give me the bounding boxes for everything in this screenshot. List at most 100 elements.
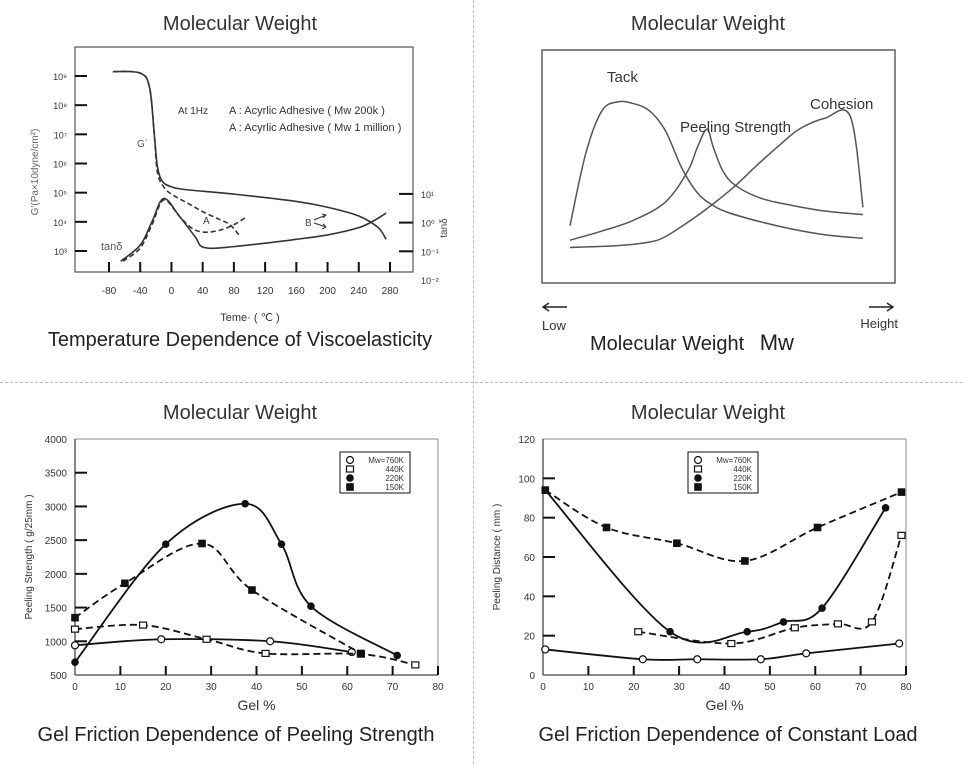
- chart3-x-tick-label: 20: [160, 682, 172, 693]
- chart4-legend-label: 220K: [733, 474, 752, 483]
- chart4-data-point: [756, 655, 765, 664]
- chart3-series-line: [74, 502, 398, 663]
- chart3-data-point: [248, 586, 256, 594]
- chart3-y-tick-label: 1000: [45, 637, 68, 648]
- chart3-y-tick-label: 3000: [45, 502, 68, 513]
- chart4-x-tick-label: 40: [719, 682, 731, 693]
- chart4-x-tick-label: 20: [628, 682, 640, 693]
- chart2-series-cohesion: [569, 109, 864, 249]
- chart4-data-point: [897, 488, 906, 496]
- left-arrow-icon: [541, 302, 567, 312]
- chart1-x-tick-label: 240: [350, 286, 367, 297]
- chart3-legend-marker: [346, 474, 354, 482]
- chart3-data-point: [241, 499, 249, 508]
- chart3-y-tick-label: 1500: [45, 604, 68, 615]
- chart4-y-tick-label: 100: [518, 474, 535, 485]
- chart4-data-point: [602, 523, 611, 532]
- chart1-b-arrows: [313, 213, 327, 230]
- chart3-legend-label: 150K: [385, 483, 404, 492]
- panel-2-caption-text: Molecular Weight: [590, 333, 745, 355]
- chart1-y2-tick-label: 10⁻²: [421, 276, 439, 286]
- chart2-label-tack: Tack: [607, 69, 638, 86]
- panel-4-caption: Gel Friction Dependence of Constant Load: [538, 724, 918, 746]
- chart3-data-point: [121, 579, 129, 588]
- chart4-series-line: [544, 489, 887, 644]
- panel-3-caption: Gel Friction Dependence of Peeling Stren…: [37, 724, 435, 746]
- horizontal-divider: [0, 382, 963, 383]
- chart1-x-tick-label: 160: [288, 286, 305, 297]
- chart1-x-tick-label: 0: [169, 286, 175, 297]
- chart4-data-point: [867, 618, 877, 626]
- chart1-x-label: Teme· ( ℃ ): [220, 312, 279, 324]
- chart3-legend-label: 440K: [385, 465, 404, 474]
- chart4-x-tick-label: 10: [583, 682, 595, 693]
- chart3-x-tick-label: 10: [115, 682, 127, 693]
- chart1-x-tick-label: -80: [102, 286, 117, 297]
- chart1-legend-a: A : Acyrlic Adhesive ( Mw 200k ): [229, 105, 385, 117]
- chart1-y2-tick-label: 10¹: [421, 190, 434, 200]
- chart1-x-tick-label: 40: [197, 286, 209, 297]
- panel-4-title: Molecular Weight: [630, 402, 786, 424]
- chart1-a-label: A: [203, 216, 210, 227]
- chart3-data-point: [202, 635, 211, 643]
- chart3-data-point: [261, 649, 270, 658]
- chart4-series-line: [544, 489, 902, 563]
- chart3-series-line: [74, 623, 416, 666]
- right-arrow-icon: [869, 302, 895, 312]
- chart4-x-tick-label: 60: [810, 682, 822, 693]
- chart1-legend-b: A : Acyrlic Adhesive ( Mw 1 million ): [229, 122, 401, 134]
- chart3-series-line: [74, 638, 352, 653]
- chart3-data-point: [71, 658, 79, 666]
- chart2-series-peeling-strength: [569, 128, 864, 241]
- chart3-legend-label: Mw=760K: [368, 456, 404, 465]
- chart3-y-label: Peeling Strength ( g/25mm ): [24, 494, 35, 619]
- chart1-x-tick-label: 280: [382, 286, 399, 297]
- chart4-data-point: [779, 618, 788, 626]
- chart4-data-point: [833, 620, 843, 628]
- chart4-data-point: [673, 539, 681, 548]
- chart4-legend-label: Mw=760K: [716, 456, 752, 465]
- chart1-y-tick-label: 10³: [54, 247, 67, 257]
- chart4-x-tick-label: 80: [900, 682, 912, 693]
- chart4-x-tick-label: 70: [855, 682, 867, 693]
- chart4-data-point: [790, 624, 799, 632]
- chart3-data-point: [411, 661, 420, 669]
- chart3-data-point: [71, 613, 79, 622]
- chart4-y-label: Peeling Distance ( mm ): [492, 504, 503, 611]
- chart3-data-point: [307, 602, 315, 611]
- chart4-data-point: [802, 649, 811, 658]
- chart2-series-tack: [569, 100, 864, 240]
- chart3-legend-marker: [345, 465, 355, 473]
- chart1-series-2: [120, 197, 387, 262]
- chart4-y-tick-label: 40: [524, 592, 536, 603]
- chart4-legend-label: 440K: [733, 465, 752, 474]
- panel-1-title: Molecular Weight: [162, 13, 318, 35]
- panel-1-caption: Temperature Dependence of Viscoelasticit…: [47, 329, 433, 351]
- chart4-y-tick-label: 0: [529, 671, 535, 682]
- chart4-legend-marker: [694, 483, 702, 491]
- chart3-x-tick-label: 60: [342, 682, 354, 693]
- chart1-g-label: G´: [137, 138, 148, 150]
- chart1-tan-label: tanδ: [101, 241, 122, 253]
- chart4-series-line: [638, 535, 903, 645]
- chart4-x-tick-label: 50: [764, 682, 776, 693]
- chart4-data-point: [541, 645, 550, 654]
- chart1-freq-label: At 1Hz: [178, 106, 208, 117]
- chart3-data-point: [138, 621, 148, 629]
- chart1-y2-label: tanδ: [439, 218, 450, 238]
- chart1-x-tick-label: 200: [319, 286, 336, 297]
- chart4-data-point: [693, 655, 702, 664]
- chart1-y2-tick-label: 10⁻¹: [421, 247, 439, 257]
- chart1-y-tick-label: 10⁸: [53, 101, 67, 111]
- chart3-x-tick-label: 50: [296, 682, 308, 693]
- chart2-label-cohesion: Cohesion: [810, 96, 873, 113]
- panel-2-caption-mw: Mw: [759, 330, 794, 355]
- chart1-series-3: [122, 199, 247, 262]
- chart3-legend-marker: [345, 455, 355, 465]
- chart2-x-height: Height: [860, 316, 898, 331]
- chart3-data-point: [70, 625, 80, 633]
- chart3-data-point: [393, 651, 401, 660]
- chart4-data-point: [897, 531, 906, 539]
- chart4-data-point: [895, 639, 904, 648]
